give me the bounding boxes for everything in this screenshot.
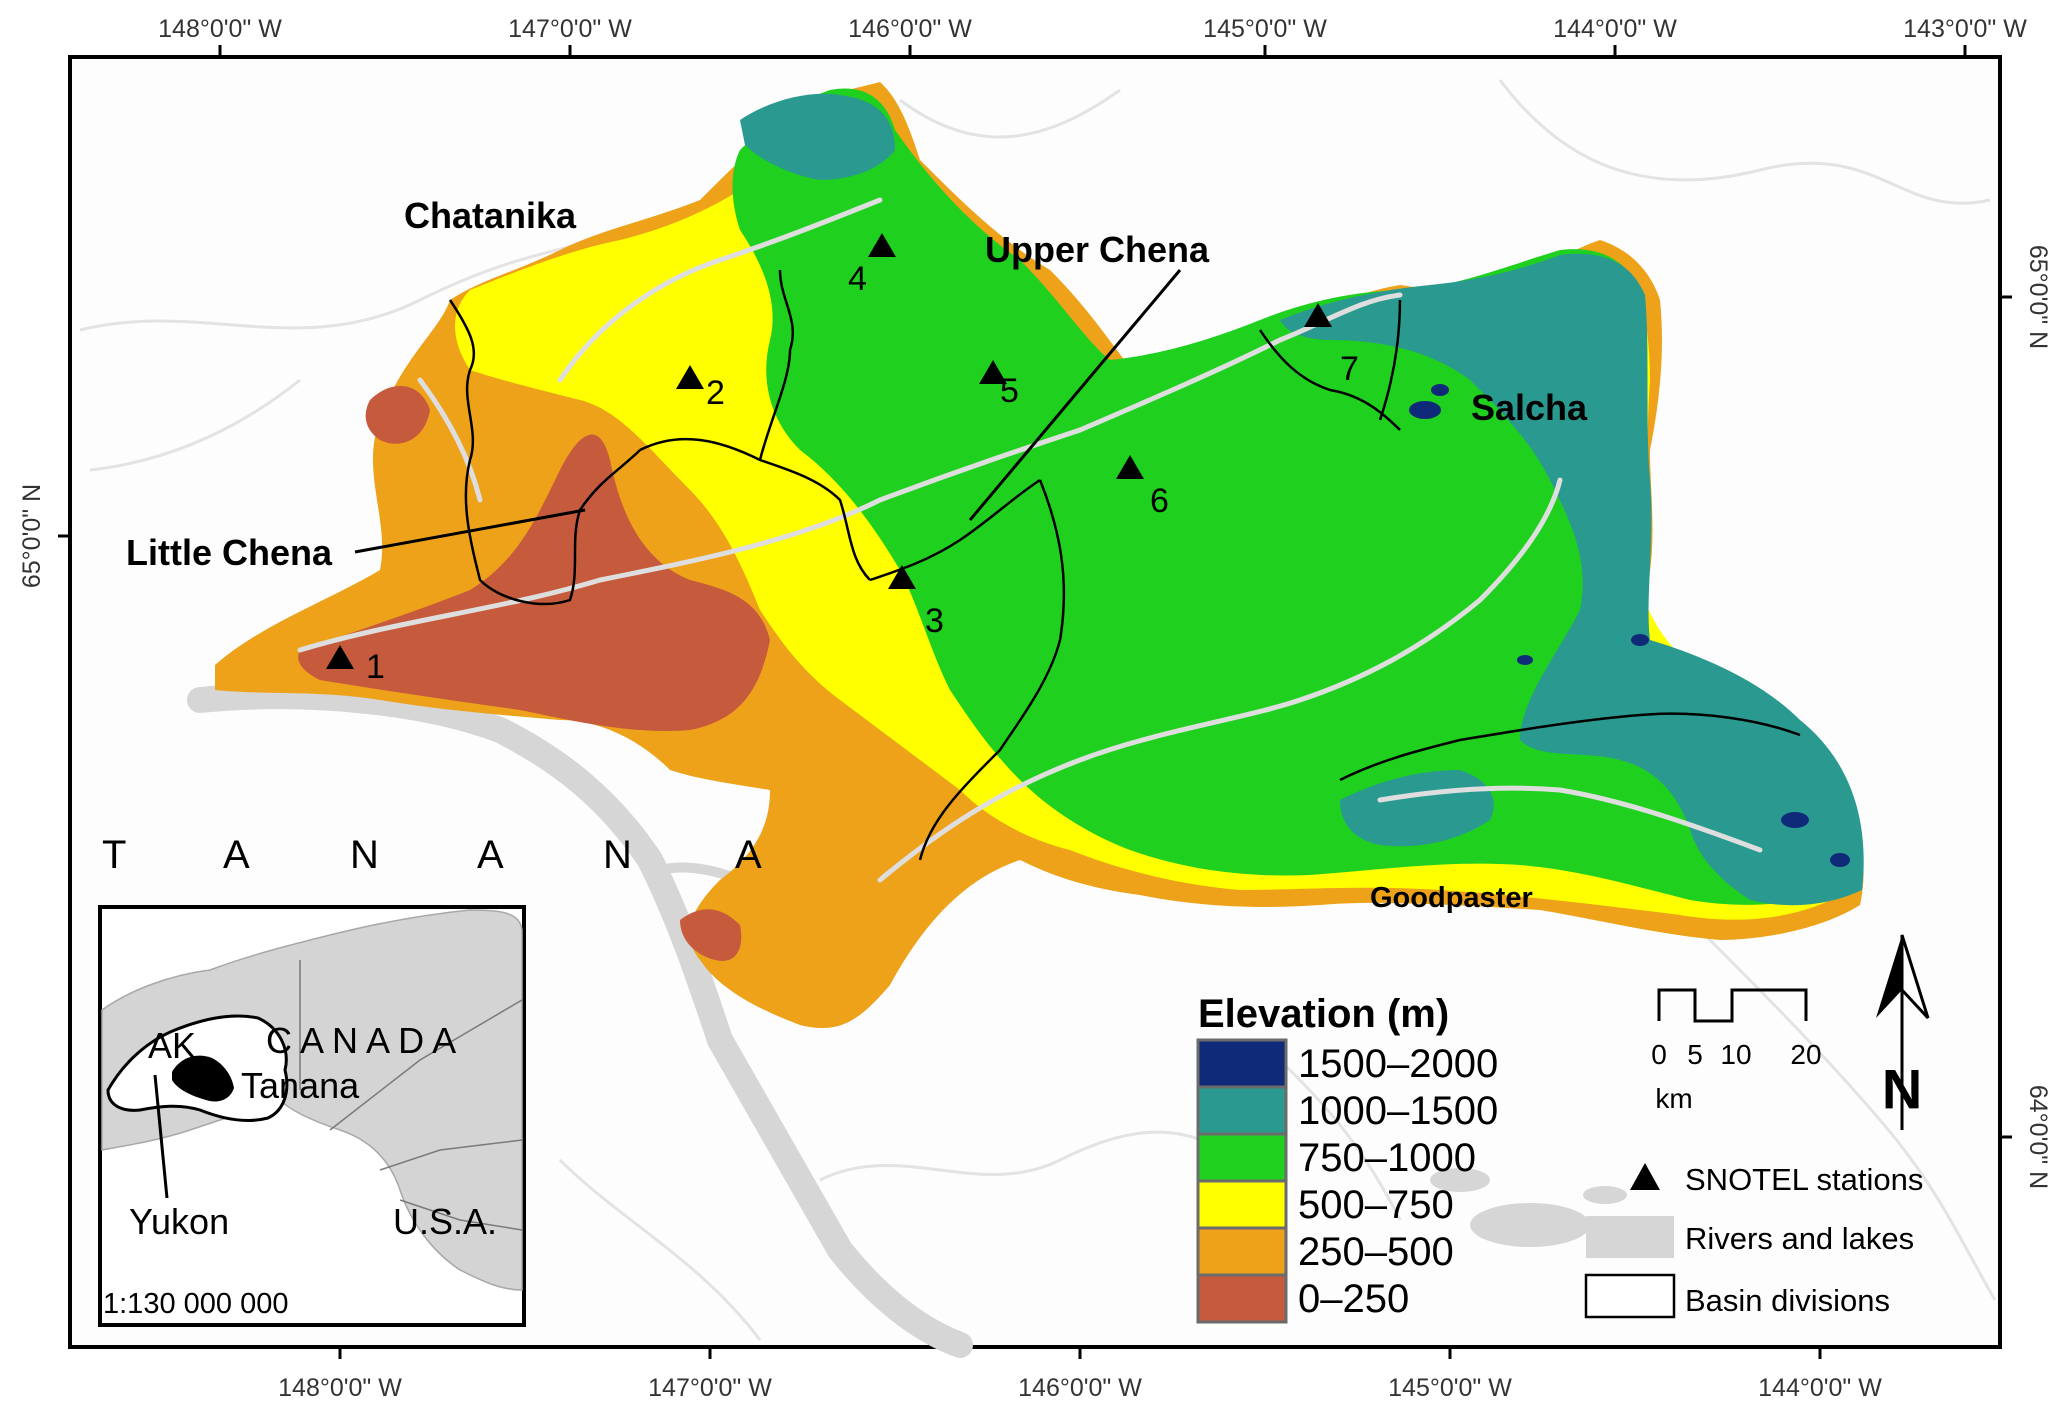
scale-tick: 0 [1651,1039,1667,1070]
inset-label-canada: C A N A D A [266,1020,456,1061]
tanana-letter: A [735,833,762,877]
leader-lines [354,269,1182,554]
legend-label: 250–500 [1298,1230,1454,1274]
legend-label: 1000–1500 [1298,1089,1498,1133]
basins-key-swatch [1584,1273,1676,1319]
legend-swatch [1196,1132,1288,1183]
map-key: SNOTEL stations Rivers and lakes Basin d… [1584,1162,1923,1319]
elevation-1000-1500-north [740,93,895,180]
inset-label-ak: AK [148,1025,196,1066]
inset-tanana-basin [172,1055,234,1102]
station-marker-2 [676,365,704,389]
basin-label-little-chena: Little Chena [126,532,333,573]
station-label-6: 6 [1150,482,1169,520]
legend-swatch [1196,1273,1288,1324]
elevation-legend: Elevation (m) 1500–20001000–1500750–1000… [1196,992,1498,1324]
lon-label: 148°0'0" W [158,15,282,43]
inset-map: AK C A N A D A Tanana Yukon U.S.A. 1:130… [98,905,526,1327]
lon-label: 145°0'0" W [1388,1374,1512,1402]
legend-swatch [1196,1038,1288,1089]
station-label-4: 4 [848,260,867,298]
basin-divisions [448,269,1801,861]
scale-tick: 5 [1687,1039,1703,1070]
station-marker-5 [979,360,1007,384]
scale-bar: 0 5 10 20 km [1651,988,1822,1114]
top-lon-labels: 148°0'0" W 147°0'0" W 146°0'0" W 145°0'0… [158,15,2027,43]
lat-label-left: 65°0'0" N [18,484,46,588]
lon-label: 147°0'0" W [508,15,632,43]
graticule-ticks [58,45,2012,1359]
inset-scale: 1:130 000 000 [103,1288,288,1320]
lon-label: 146°0'0" W [1018,1374,1142,1402]
station-marker-7 [1304,303,1332,327]
scale-unit: km [1655,1083,1692,1114]
station-marker-3 [888,565,916,589]
legend-swatch [1196,1226,1288,1277]
station-label-5: 5 [1000,372,1019,410]
scale-bar-line [1657,988,1808,1023]
snotel-key-icon [1630,1163,1660,1190]
legend-title: Elevation (m) [1198,992,1449,1036]
legend-label: 750–1000 [1298,1136,1476,1180]
tanana-letter: A [477,833,504,877]
key-label-stations: SNOTEL stations [1685,1162,1923,1197]
lat-label-right: 64°0'0" N [2024,1085,2052,1189]
inset-label-usa: U.S.A. [393,1201,497,1242]
station-label-3: 3 [925,602,944,640]
legend-label: 0–250 [1298,1277,1409,1321]
bottom-lon-labels: 148°0'0" W 147°0'0" W 146°0'0" W 145°0'0… [278,1374,1882,1402]
basin-label-chatanika: Chatanika [404,195,577,236]
basin-label-salcha: Salcha [1471,387,1588,428]
basin-label-upper-chena: Upper Chena [985,229,1210,270]
key-label-rivers: Rivers and lakes [1685,1221,1914,1256]
scale-tick: 10 [1720,1039,1751,1070]
lon-label: 148°0'0" W [278,1374,402,1402]
tanana-letter: A [223,833,250,877]
inset-yukon-leader [153,1074,169,1199]
tanana-river [187,683,973,1358]
station-marker-6 [1116,455,1144,479]
elevation-1000-1500 [1280,253,1864,906]
tanana-letter: T [102,833,126,877]
scale-tick: 20 [1790,1039,1821,1070]
station-numbers: 1 2 3 4 5 6 7 [366,260,1359,686]
legend-swatch [1196,1085,1288,1136]
lon-label: 143°0'0" W [1903,15,2027,43]
station-marker-1 [326,645,354,669]
basin-rivers [297,197,1763,883]
lon-label: 145°0'0" W [1203,15,1327,43]
lon-label: 144°0'0" W [1758,1374,1882,1402]
tanana-letter: N [603,833,632,877]
tanana-letter: N [350,833,379,877]
inset-label-yukon: Yukon [129,1201,229,1242]
station-label-1: 1 [366,648,385,686]
north-letter: N [1882,1058,1922,1121]
lon-label: 144°0'0" W [1553,15,1677,43]
north-arrow-icon: N [1876,934,1930,1130]
key-label-basins: Basin divisions [1685,1283,1890,1318]
snotel-stations [326,233,1332,669]
legend-label: 500–750 [1298,1183,1454,1227]
legend-label: 1500–2000 [1298,1042,1498,1086]
lakes [1430,1168,1627,1247]
elevation-1500-2000 [1409,384,1850,867]
station-label-2: 2 [706,374,725,412]
station-label-7: 7 [1340,350,1359,388]
station-marker-4 [868,233,896,257]
lon-label: 147°0'0" W [648,1374,772,1402]
lon-label: 146°0'0" W [848,15,972,43]
legend-swatch [1196,1179,1288,1230]
rivers-key-swatch [1586,1216,1674,1258]
tanana-river-label: T A N A N A [102,833,762,877]
inset-borders [299,960,523,1231]
lat-label-right: 65°0'0" N [2024,245,2052,349]
inset-label-tanana: Tanana [241,1065,360,1106]
elevation-0-250-south [680,909,742,961]
elevation-0-250 [298,434,770,731]
elevation-0-250-west [365,386,430,444]
basin-label-goodpaster: Goodpaster [1370,882,1533,914]
